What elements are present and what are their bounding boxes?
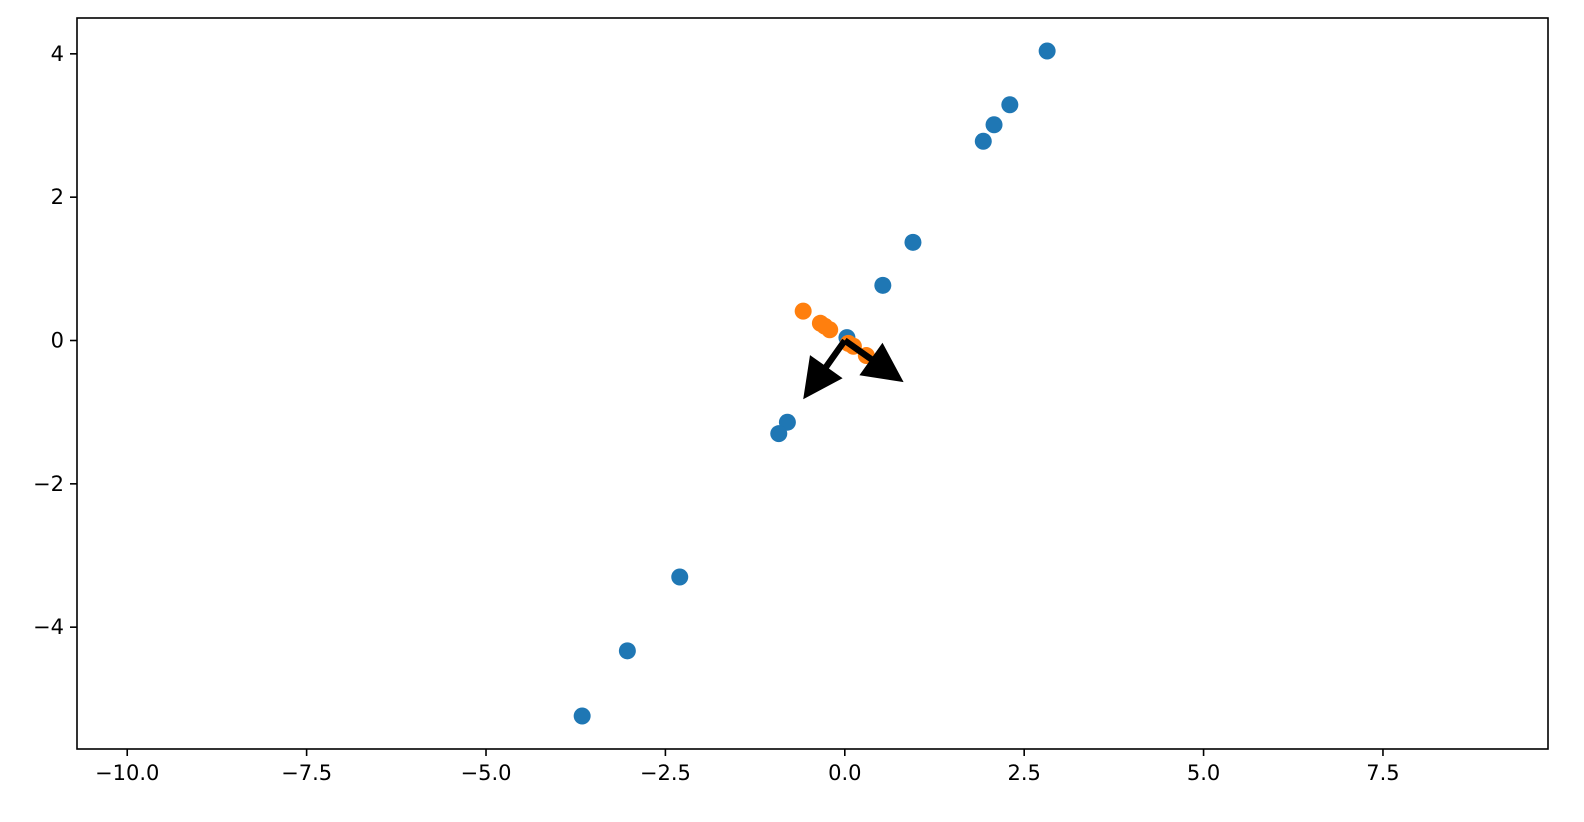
data-point xyxy=(974,132,992,150)
data-point xyxy=(618,642,636,660)
data-point xyxy=(1038,42,1056,60)
data-point xyxy=(794,302,812,320)
x-tick-label: 2.5 xyxy=(1007,761,1040,785)
x-tick-label: 0.0 xyxy=(828,761,861,785)
data-point xyxy=(874,276,892,294)
y-tick-label: −2 xyxy=(33,472,64,496)
y-tick-label: −4 xyxy=(33,615,64,639)
data-point xyxy=(1001,96,1019,114)
axes-frame xyxy=(76,17,1549,750)
y-tick-label: 2 xyxy=(51,185,64,209)
x-axis: −10.0 −7.5 −5.0 −2.5 0.0 2.5 5.0 7.5 xyxy=(95,749,1400,785)
vector-arrow xyxy=(842,337,904,383)
plot-area xyxy=(573,42,1056,725)
data-point xyxy=(985,116,1003,134)
x-tick-label: −7.5 xyxy=(281,761,332,785)
data-point xyxy=(671,568,689,586)
x-tick-label: 7.5 xyxy=(1366,761,1399,785)
vector-arrow xyxy=(803,338,848,400)
data-point xyxy=(573,707,591,725)
x-tick-label: 5.0 xyxy=(1187,761,1220,785)
data-point xyxy=(904,233,922,251)
y-tick-label: 0 xyxy=(51,329,64,353)
x-tick-label: −10.0 xyxy=(95,761,159,785)
y-tick-label: 4 xyxy=(51,42,64,66)
data-point xyxy=(770,425,788,443)
y-axis: 4 2 0 −2 −4 xyxy=(33,42,77,639)
x-tick-label: −2.5 xyxy=(640,761,691,785)
data-point xyxy=(821,321,839,339)
x-tick-label: −5.0 xyxy=(461,761,512,785)
